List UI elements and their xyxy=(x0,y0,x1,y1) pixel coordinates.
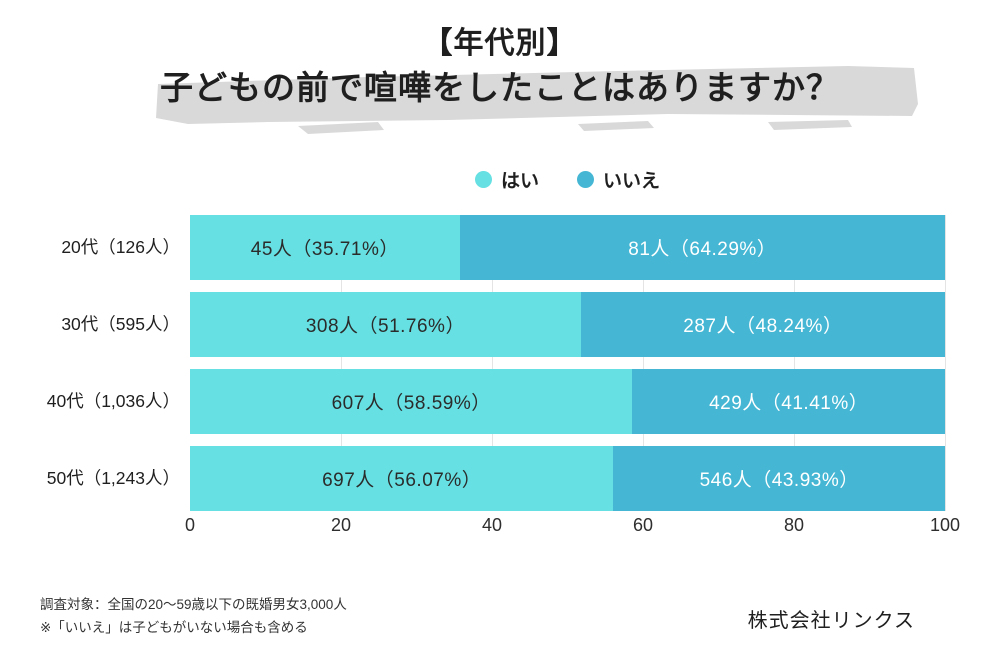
bar-row-50s: 697人（56.07%） 546人（43.93%） xyxy=(190,446,945,511)
footnote-line-2: ※「いいえ」は子どもがいない場合も含める xyxy=(40,619,308,635)
x-axis-tick-40: 40 xyxy=(481,515,503,535)
legend-label-yes: はい xyxy=(500,171,539,192)
gridline-60 xyxy=(643,215,644,511)
gridline-40 xyxy=(492,215,493,511)
bar-segment-yes-40s: 607人（58.59%） xyxy=(190,369,633,434)
legend-item-no: いいえ xyxy=(577,166,660,193)
company-name: 株式会社リンクス xyxy=(747,610,915,632)
bar-segment-yes-50s: 697人（56.07%） xyxy=(190,446,614,511)
title-highlight-brush xyxy=(156,66,918,134)
bar-value-label: 308人（51.76%） xyxy=(305,316,465,337)
bar-row-20s: 45人（35.71%） 81人（64.29%） xyxy=(190,215,945,280)
bar-segment-no-30s: 287人（48.24%） xyxy=(580,292,945,357)
legend-item-yes: はい xyxy=(474,166,539,193)
bar-value-label: 607人（58.59%） xyxy=(331,393,491,414)
bar-segment-yes-20s: 45人（35.71%） xyxy=(190,215,460,280)
x-axis-tick-20: 20 xyxy=(330,515,352,535)
legend-label-no: いいえ xyxy=(603,171,661,192)
bar-value-label: 287人（48.24%） xyxy=(683,316,843,337)
bar-value-label: 429人（41.41%） xyxy=(709,393,869,414)
x-axis-tick-0: 0 xyxy=(184,515,196,535)
bar-segment-no-20s: 81人（64.29%） xyxy=(459,215,945,280)
bar-segment-yes-30s: 308人（51.76%） xyxy=(190,292,581,357)
category-label-30s: 30代（595人） xyxy=(61,314,180,334)
bar-value-label: 45人（35.71%） xyxy=(250,239,399,260)
bar-segment-no-40s: 429人（41.41%） xyxy=(632,369,945,434)
x-axis-tick-100: 100 xyxy=(929,515,961,535)
x-axis-tick-80: 80 xyxy=(783,515,805,535)
category-label-50s: 50代（1,243人） xyxy=(46,468,180,488)
bar-value-label: 697人（56.07%） xyxy=(322,470,482,491)
x-axis: 0 20 40 60 80 100 xyxy=(185,515,960,541)
plot-area: 45人（35.71%） 81人（64.29%） 308人（51.76%） 287… xyxy=(190,215,946,511)
title-line-1: 【年代別】 xyxy=(422,27,578,60)
category-label-20s: 20代（126人） xyxy=(61,237,180,257)
footnote-line-1: 調査対象：全国の20～59歳以下の既婚男女3,000人 xyxy=(40,597,347,612)
bar-value-label: 546人（43.93%） xyxy=(699,470,859,491)
chart-legend: はい いいえ xyxy=(190,166,945,193)
gridline-100 xyxy=(945,215,946,511)
bar-value-label: 81人（64.29%） xyxy=(628,239,777,260)
gridline-20 xyxy=(341,215,342,511)
x-axis-tick-60: 60 xyxy=(632,515,654,535)
bar-segment-no-50s: 546人（43.93%） xyxy=(613,446,945,511)
title-line-2: 子どもの前で喧嘩をしたことはありますか？ xyxy=(160,69,840,106)
legend-swatch-no-icon xyxy=(577,171,594,188)
bar-row-30s: 308人（51.76%） 287人（48.24%） xyxy=(190,292,945,357)
gridline-80 xyxy=(794,215,795,511)
bar-row-40s: 607人（58.59%） 429人（41.41%） xyxy=(190,369,945,434)
page-title: 【年代別】 子どもの前で喧嘩をしたことはありますか？ xyxy=(0,24,1000,108)
legend-swatch-yes-icon xyxy=(474,171,492,188)
survey-footnote: 調査対象：全国の20～59歳以下の既婚男女3,000人 ※「いいえ」は子どもがい… xyxy=(40,594,347,640)
category-label-40s: 40代（1,036人） xyxy=(46,391,180,411)
